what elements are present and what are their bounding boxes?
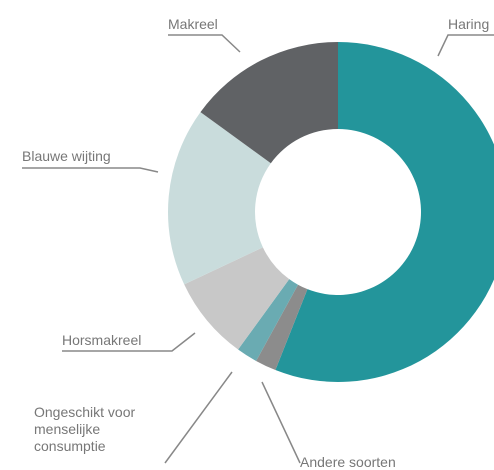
leader-line [62, 332, 196, 352]
leader-line [22, 167, 159, 173]
leader-line [164, 371, 233, 464]
leader-line [261, 381, 301, 464]
donut-slice [256, 284, 308, 371]
donut-slice [168, 112, 271, 285]
slice-label: Haring [448, 16, 490, 32]
slice-label: Blauwe wijting [22, 148, 111, 164]
leader-line [437, 34, 494, 57]
slice-label: Makreel [168, 16, 218, 32]
donut-slice [275, 42, 494, 382]
donut-slice [184, 247, 290, 350]
slice-label: Andere soorten [300, 454, 396, 470]
donut-slice [200, 42, 338, 164]
donut-slice [238, 279, 299, 361]
leader-line [168, 34, 241, 53]
slice-label: Ongeschikt voor menselijke consumptie [34, 404, 136, 454]
slice-label: Horsmakreel [62, 332, 142, 348]
